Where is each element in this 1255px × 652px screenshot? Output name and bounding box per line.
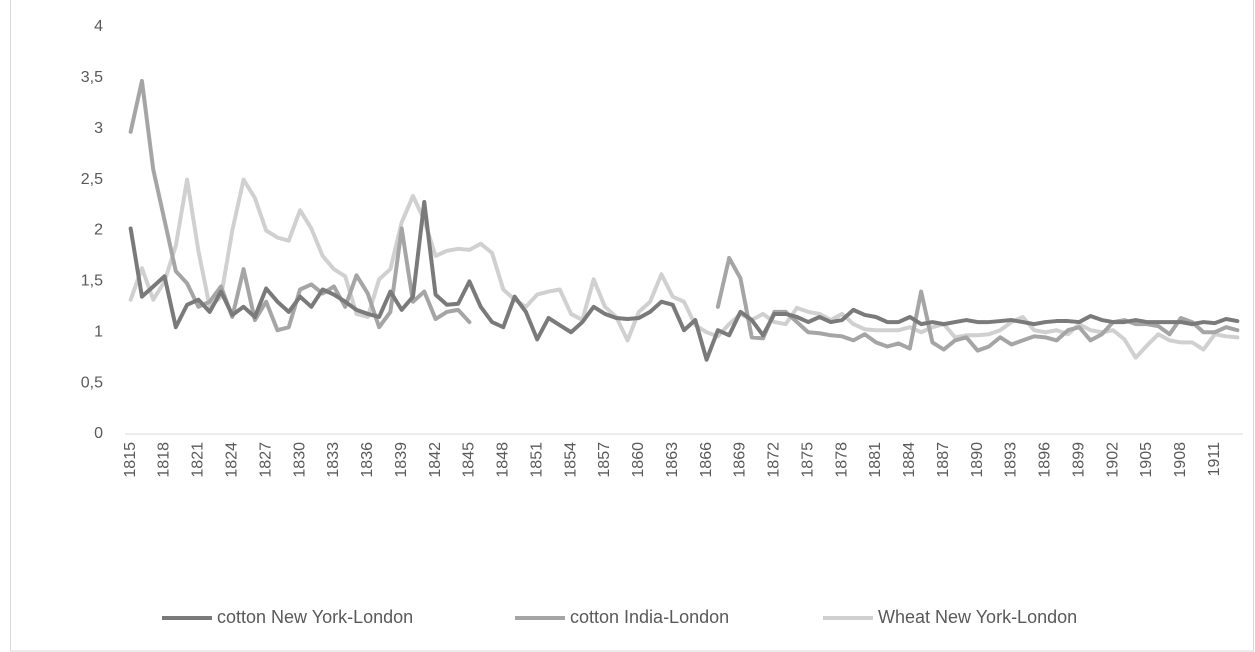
legend-text: cotton New York-London <box>217 607 413 627</box>
y-tick-label: 3 <box>94 120 103 137</box>
x-tick-label: 1836 <box>359 442 376 478</box>
x-tick-label: 1875 <box>799 442 816 478</box>
series-line <box>128 200 1240 362</box>
y-tick-label: 2,5 <box>81 171 103 188</box>
x-tick-label: 1845 <box>461 442 478 478</box>
x-tick-label: 1866 <box>698 442 715 478</box>
x-tick-label: 1821 <box>190 442 207 478</box>
x-tick-label: 1863 <box>664 442 681 478</box>
x-tick-label: 1887 <box>935 442 952 478</box>
y-tick-label: 4 <box>94 18 103 35</box>
x-tick-label: 1896 <box>1037 442 1054 478</box>
legend-text: Wheat New York-London <box>878 607 1077 627</box>
x-tick-label: 1860 <box>630 442 647 478</box>
y-tick-label: 3,5 <box>81 69 103 86</box>
x-tick-label: 1839 <box>393 442 410 478</box>
y-tick-label: 1 <box>94 323 103 340</box>
series-line <box>128 78 1240 353</box>
x-tick-label: 1833 <box>325 442 342 478</box>
y-tick-label: 0,5 <box>81 374 103 391</box>
series-line <box>128 177 1240 360</box>
x-tick-label: 1818 <box>156 442 173 478</box>
x-tick-label: 1881 <box>867 442 884 478</box>
x-tick-label: 1884 <box>901 442 918 478</box>
x-tick-label: 1857 <box>596 442 613 478</box>
x-tick-label: 1842 <box>427 442 444 478</box>
x-tick-label: 1827 <box>257 442 274 478</box>
y-tick-label: 2 <box>94 222 103 239</box>
legend-text: cotton India-London <box>570 607 729 627</box>
x-tick-label: 1905 <box>1138 442 1155 478</box>
x-tick-label: 1878 <box>833 442 850 478</box>
x-tick-label: 1869 <box>732 442 749 478</box>
x-tick-label: 1893 <box>1003 442 1020 478</box>
x-tick-label: 1851 <box>528 442 545 478</box>
x-tick-label: 1824 <box>224 442 241 478</box>
x-tick-label: 1830 <box>291 442 308 478</box>
y-tick-label: 1,5 <box>81 273 103 290</box>
x-tick-label: 1899 <box>1070 442 1087 478</box>
x-tick-label: 1911 <box>1206 442 1223 477</box>
x-tick-label: 1815 <box>122 442 139 478</box>
x-tick-label: 1890 <box>969 442 986 478</box>
x-tick-label: 1908 <box>1172 442 1189 478</box>
x-tick-label: 1848 <box>495 442 512 478</box>
x-tick-label: 1854 <box>562 442 579 478</box>
x-tick-label: 1902 <box>1104 442 1121 478</box>
x-tick-label: 1872 <box>766 442 783 478</box>
y-tick-label: 0 <box>94 425 103 442</box>
